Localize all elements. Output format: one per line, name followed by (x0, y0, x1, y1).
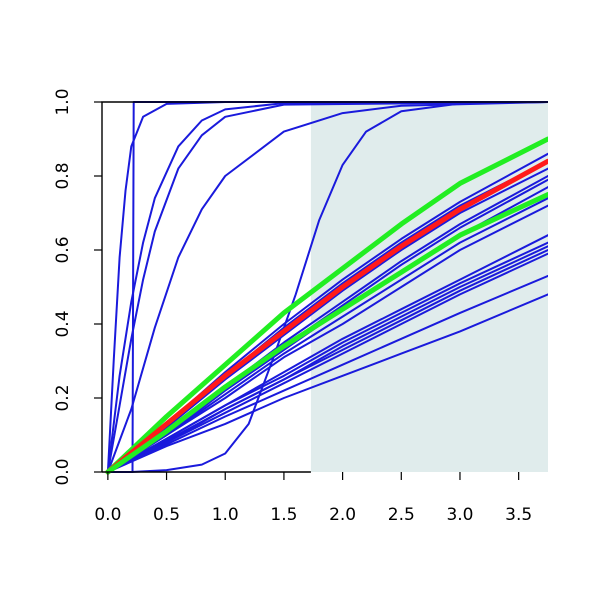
series-layer (105, 101, 548, 475)
y-tick-label: 0.0 (53, 458, 73, 485)
y-tick-label: 0.8 (53, 162, 73, 189)
shaded-region (310, 102, 548, 472)
x-tick-label: 2.0 (329, 505, 356, 525)
blue-series-line-21 (106, 293, 548, 473)
blue-series-line-4 (106, 101, 548, 473)
x-tick-label: 0.5 (153, 505, 180, 525)
red-series-line-23 (105, 158, 548, 475)
y-tick-label: 1.0 (53, 88, 73, 115)
x-tick-label: 0.0 (94, 505, 121, 525)
x-tick-label: 3.5 (505, 505, 532, 525)
blue-series-line-2 (106, 101, 548, 473)
y-tick-label: 0.6 (53, 236, 73, 263)
blue-series-line-14 (106, 204, 548, 473)
x-tick-label: 1.5 (270, 505, 297, 525)
y-tick-label: 0.4 (53, 310, 73, 337)
y-tick-label: 0.2 (53, 384, 73, 411)
green-series-line-24 (105, 192, 548, 475)
x-axis: 0.0 0.5 1.0 1.5 2.0 2.5 3.0 3.5 (94, 472, 532, 525)
blue-series-line-17 (106, 245, 548, 473)
blue-series-line-9 (106, 167, 548, 473)
blue-series-line-19 (106, 252, 548, 473)
x-tick-label: 1.0 (212, 505, 239, 525)
blue-series-line-20 (106, 274, 548, 473)
x-tick-label: 2.5 (388, 505, 415, 525)
x-tick-label: 3.0 (446, 505, 473, 525)
y-axis: 0.0 0.2 0.4 0.6 0.8 1.0 (53, 88, 102, 486)
green-series-line-22 (105, 136, 548, 475)
blue-series-line-3 (106, 101, 548, 473)
blue-series-line-16 (106, 241, 548, 473)
